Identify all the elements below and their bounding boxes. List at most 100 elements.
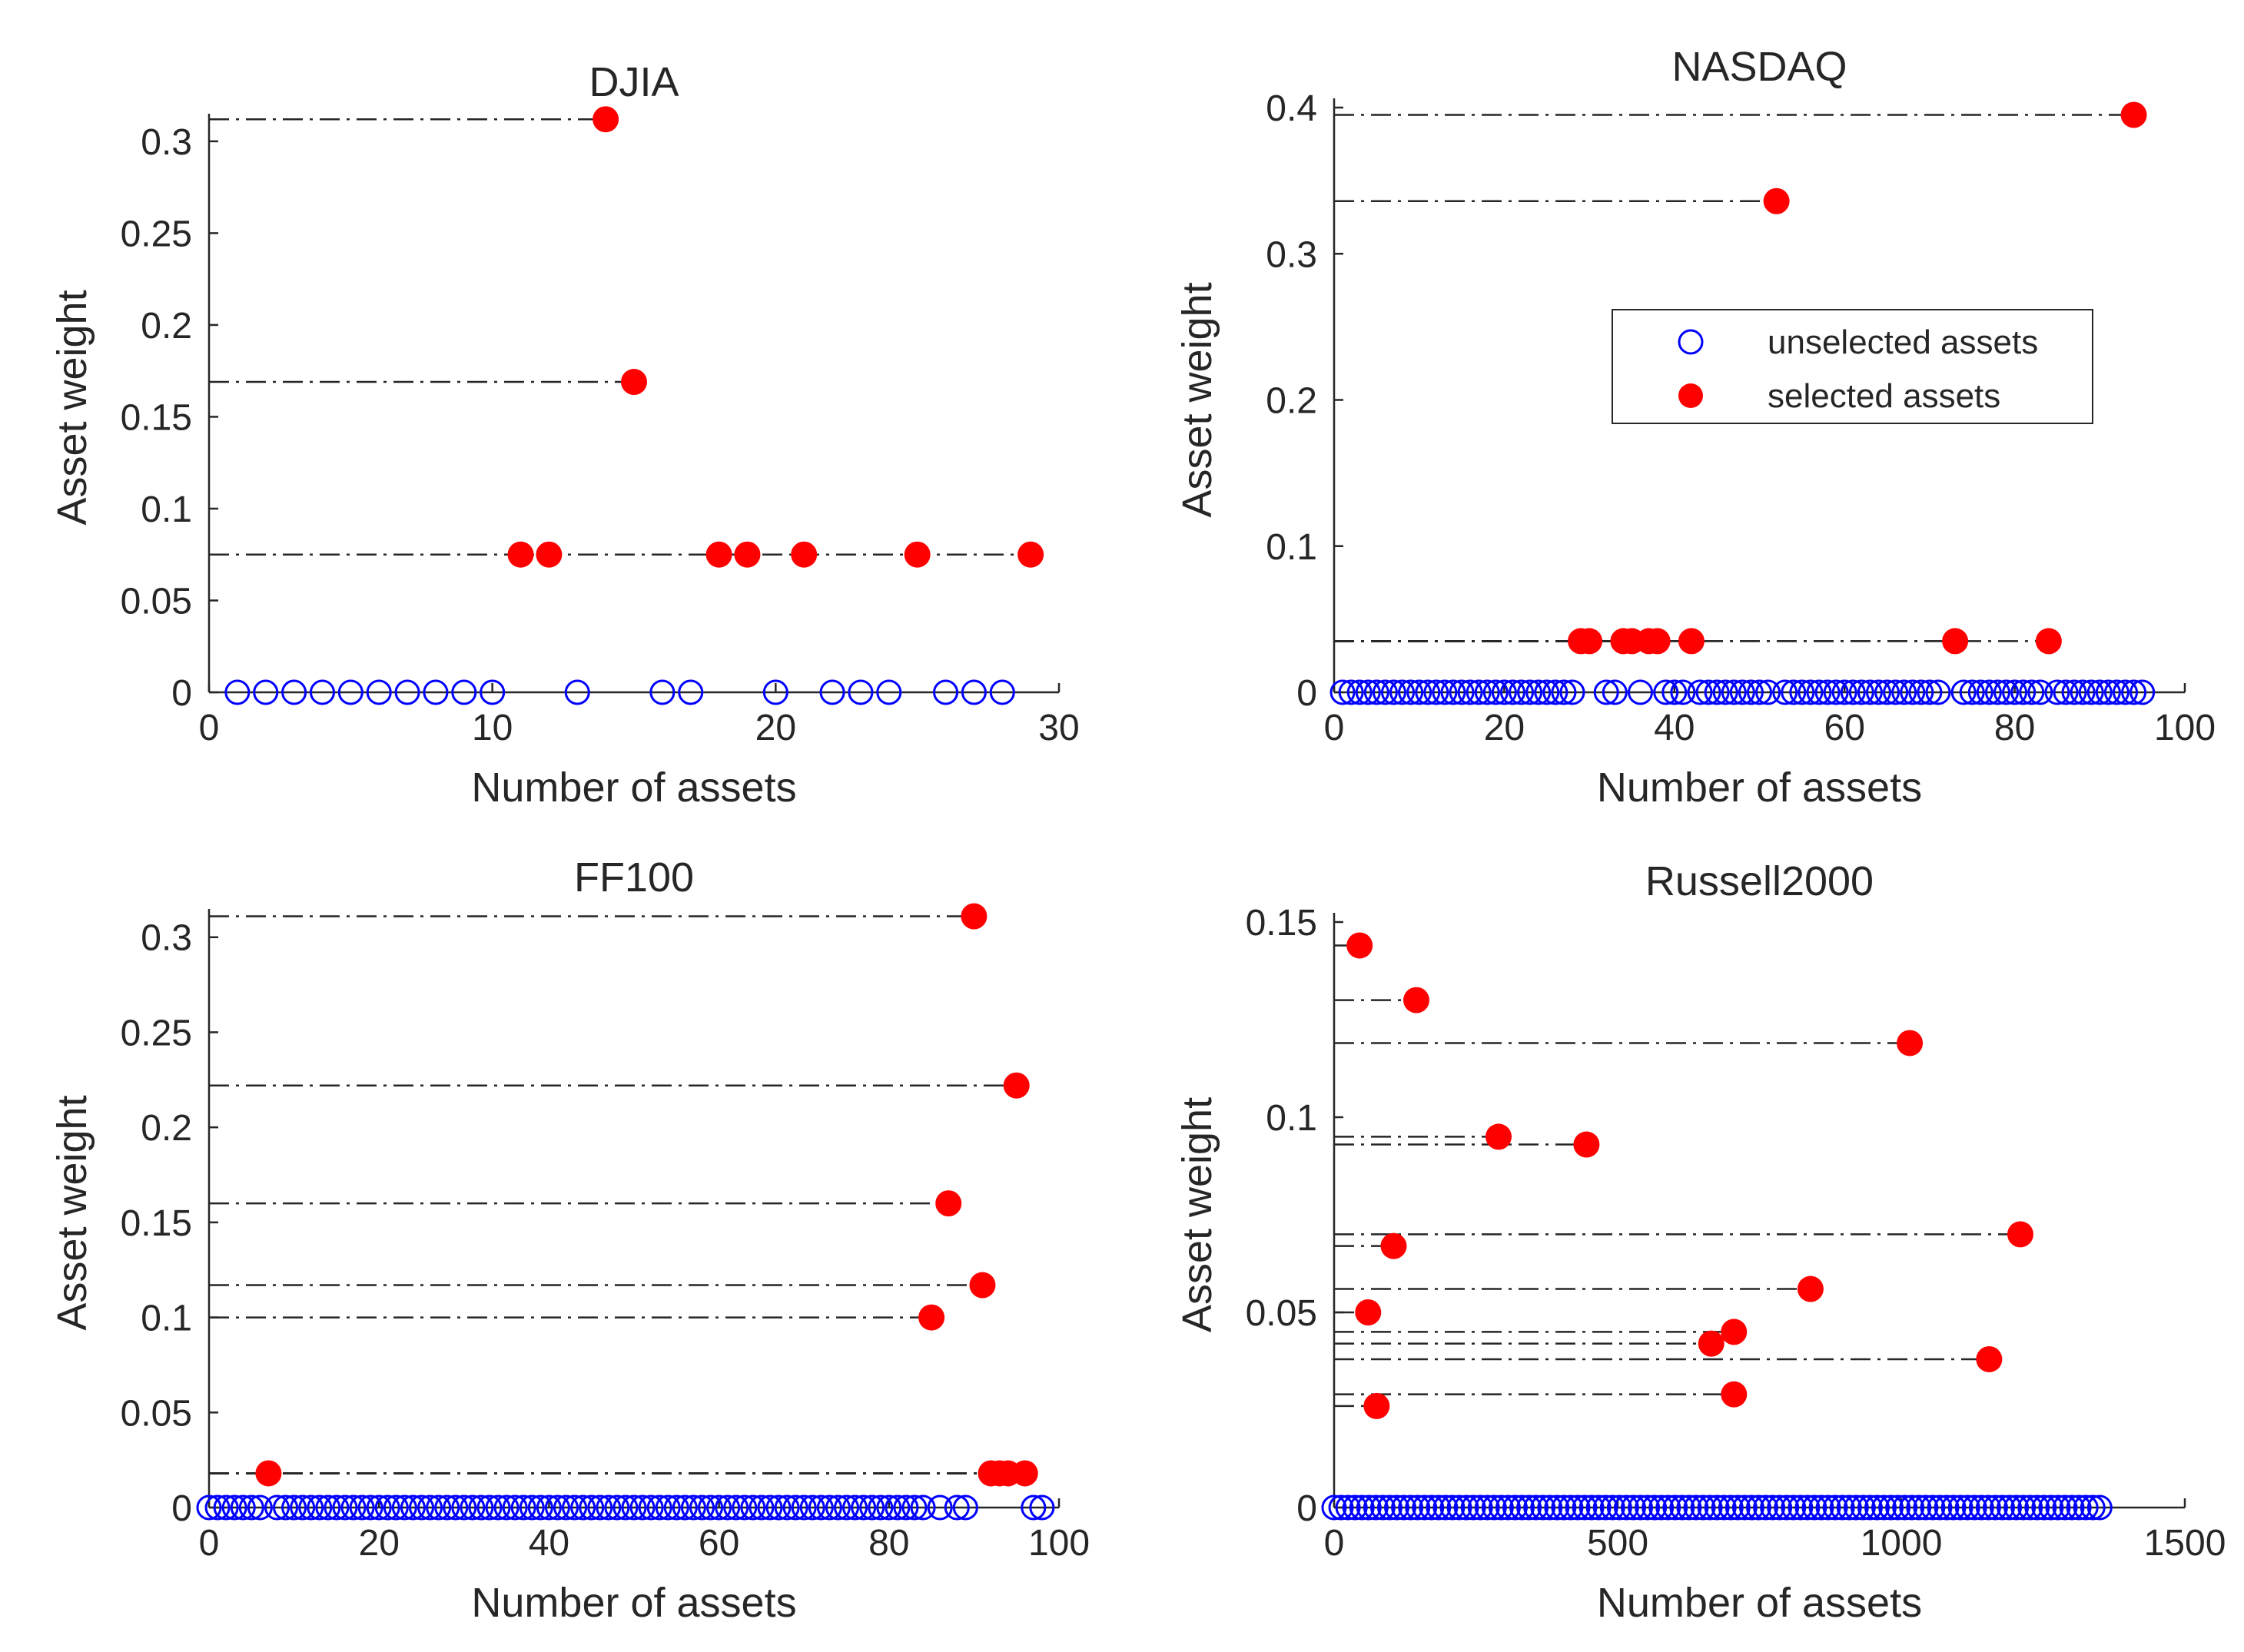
- unselected-asset-point: [1840, 679, 1866, 705]
- unselected-asset-point: [678, 679, 704, 705]
- unselected-asset-point: [1789, 679, 1815, 705]
- x-tick-label: 0: [199, 708, 220, 748]
- unselected-asset-point: [1908, 679, 1934, 705]
- unselected-asset-point: [1774, 1494, 1800, 1521]
- unselected-asset-point: [723, 1494, 749, 1521]
- axes: 0 500 1000 1500 0 0.05 0.1 0.15 Number of assets…: [1174, 903, 2226, 1626]
- selected-asset-point: [734, 541, 761, 568]
- y-tick-label: 0.05: [121, 581, 192, 622]
- unselected-asset-point: [1466, 679, 1492, 705]
- unselected-asset-point: [1653, 679, 1679, 705]
- unselected-asset-point: [1356, 1494, 1382, 1521]
- unselected-asset-point: [1544, 1494, 1570, 1521]
- selected-asset-point: [1403, 987, 1430, 1013]
- unselected-asset-point: [1927, 1494, 1953, 1521]
- chart-title: FF100: [574, 854, 694, 901]
- y-axis-label: Asset weight: [1174, 282, 1220, 517]
- unselected-asset-point: [1788, 1494, 1814, 1521]
- selected-asset-point: [536, 541, 563, 568]
- unselected-asset-point: [927, 1494, 953, 1521]
- legend-marker-unselected: [1678, 329, 1704, 355]
- unselected-asset-point: [2003, 1494, 2030, 1521]
- x-tick-label: 40: [529, 1523, 569, 1564]
- unselected-asset-point: [1491, 679, 1517, 705]
- unselected-asset-point: [1457, 679, 1483, 705]
- y-tick-label: 0.05: [121, 1393, 192, 1434]
- unselected-asset-point: [1753, 1494, 1779, 1521]
- unselected-asset-point: [1814, 679, 1841, 705]
- unselected-asset-point: [1975, 1494, 2001, 1521]
- y-axis-label: Asset weight: [49, 290, 95, 525]
- unselected-asset-point: [1831, 679, 1857, 705]
- unselected-asset-point: [519, 1494, 545, 1521]
- unselected-asset-point: [1848, 679, 1874, 705]
- unselected-asset-point: [1398, 679, 1424, 705]
- unselected-asset-point: [264, 1494, 290, 1521]
- selected-asset-point: [2035, 628, 2062, 655]
- x-tick-label: 10: [472, 708, 513, 748]
- unselected-asset-point: [989, 679, 1015, 705]
- unselected-asset-point: [1405, 1494, 1431, 1521]
- unselected-asset-point: [1794, 1494, 1821, 1521]
- unselected-asset-point: [1695, 679, 1721, 705]
- selected-asset-point: [1573, 1131, 1600, 1158]
- unselected-asset-point: [1412, 1494, 1438, 1521]
- unselected-asset-point: [2038, 1494, 2064, 1521]
- unselected-asset-point: [1648, 1494, 1675, 1521]
- axes: 0 20 40 60 80 100 0 0.1 0.2 0.3 0.4 Number of asset…: [1174, 88, 2216, 811]
- legend-label-selected: selected assets: [1768, 377, 2000, 415]
- unselected-asset-point: [1857, 679, 1883, 705]
- unselected-asset-point: [570, 1494, 596, 1521]
- unselected-asset-point: [510, 1494, 536, 1521]
- unselected-asset-point: [1355, 679, 1381, 705]
- unselected-asset-point: [1950, 679, 1977, 705]
- selected-asset-point: [1763, 187, 1790, 214]
- unselected-asset-point: [204, 1494, 231, 1521]
- unselected-asset-point: [1823, 679, 1849, 705]
- unselected-asset-point: [1419, 1494, 1445, 1521]
- unselected-asset-point: [2095, 679, 2121, 705]
- chart-title: Russell2000: [1645, 858, 1874, 904]
- unselected-asset-point: [885, 1494, 911, 1521]
- unselected-asset-point: [1843, 1494, 1869, 1521]
- unselected-asset-point: [2073, 1494, 2099, 1521]
- unselected-asset-point: [596, 1494, 622, 1521]
- unselected-asset-point: [1711, 1494, 1737, 1521]
- unselected-asset-point: [876, 1494, 902, 1521]
- unselected-asset-point: [1865, 679, 1891, 705]
- unselected-asset-point: [1864, 1494, 1890, 1521]
- unselected-asset-point: [238, 1494, 264, 1521]
- unselected-asset-point: [2086, 679, 2113, 705]
- axes: 0 10 20 30 0 0.05 0.1 0.15 0.2 0.25 0.3 Number of a…: [49, 114, 1080, 811]
- unselected-asset-point: [2059, 1494, 2085, 1521]
- unselected-asset-point: [1363, 679, 1389, 705]
- selected-assets-series: [1568, 101, 2147, 655]
- panel-ff100: FF100 0 20 40 60 80 100 0 0.05 0.1 0.15 0.2 0.25 0.3…: [49, 854, 1090, 1626]
- unselected-asset-point: [1906, 1494, 1932, 1521]
- x-axis-label: Number of assets: [471, 765, 796, 811]
- unselected-asset-point: [1559, 679, 1585, 705]
- unselected-asset-point: [1961, 1494, 1987, 1521]
- unselected-asset-point: [2024, 1494, 2050, 1521]
- x-tick-label: 1500: [2144, 1523, 2226, 1564]
- y-tick-label: 0: [1296, 673, 1317, 714]
- x-tick-label: 20: [755, 708, 796, 748]
- unselected-asset-point: [1850, 1494, 1876, 1521]
- unselected-asset-point: [196, 1494, 222, 1521]
- unselected-asset-point: [1738, 679, 1764, 705]
- unselected-asset-point: [1467, 1494, 1493, 1521]
- unselected-asset-point: [400, 1494, 426, 1521]
- unselected-asset-point: [1920, 1494, 1946, 1521]
- unselected-asset-point: [1606, 1494, 1632, 1521]
- unselected-asset-point: [1338, 679, 1364, 705]
- unselected-asset-point: [423, 679, 449, 705]
- unselected-asset-point: [1525, 679, 1552, 705]
- y-tick-label: 0.3: [141, 122, 192, 163]
- y-tick-label: 0.25: [121, 214, 192, 254]
- unselected-asset-point: [944, 1494, 970, 1521]
- unselected-asset-point: [366, 1494, 392, 1521]
- unselected-asset-point: [2044, 679, 2070, 705]
- unselected-asset-point: [391, 1494, 417, 1521]
- unselected-asset-point: [749, 1494, 775, 1521]
